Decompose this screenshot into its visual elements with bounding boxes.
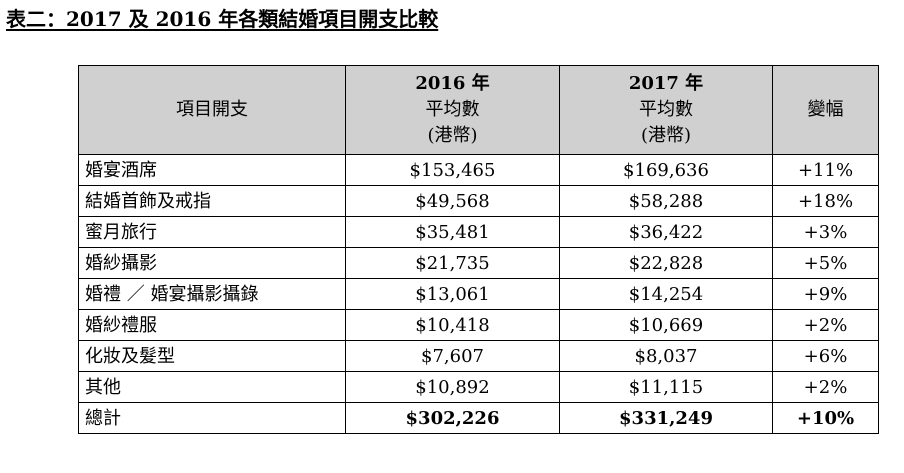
row-change: +3%	[772, 216, 879, 248]
table-row: 其他 $10,892 $11,115 +2%	[78, 371, 879, 403]
row-2016-value: $10,418	[345, 309, 560, 341]
row-2016-value: $21,735	[345, 247, 560, 279]
row-change: +5%	[772, 247, 879, 279]
table-row: 婚宴酒席 $153,465 $169,636 +11%	[78, 154, 879, 186]
header-2016-year: 2016 年	[415, 73, 490, 94]
table-row: 蜜月旅行 $35,481 $36,422 +3%	[78, 216, 879, 248]
row-item: 蜜月旅行	[78, 216, 346, 248]
header-2016: 2016 年 平均數 (港幣)	[345, 65, 560, 155]
row-item: 化妝及髮型	[78, 340, 346, 372]
row-change: +11%	[772, 154, 879, 186]
row-2017-value: $14,254	[559, 278, 773, 310]
row-2016-value: $7,607	[345, 340, 560, 372]
row-item: 婚紗攝影	[78, 247, 346, 279]
row-2017-value: $8,037	[559, 340, 773, 372]
row-2016-value: $13,061	[345, 278, 560, 310]
header-2017: 2017 年 平均數 (港幣)	[559, 65, 773, 155]
expense-comparison-table: 項目開支 2016 年 平均數 (港幣) 2017 年 平均數 (港幣) 變幅 …	[78, 65, 879, 434]
header-2017-line1: 平均數	[639, 99, 693, 120]
table-row: 婚禮 ／ 婚宴攝影攝錄 $13,061 $14,254 +9%	[78, 278, 879, 310]
row-2017-value: $11,115	[559, 371, 773, 403]
row-2016-value: $49,568	[345, 185, 560, 217]
header-2016-line1: 平均數	[425, 99, 480, 120]
total-row: 總計 $302,226 $331,249 +10%	[78, 402, 879, 434]
table-row: 化妝及髮型 $7,607 $8,037 +6%	[78, 340, 879, 372]
row-2016-value: $10,892	[345, 371, 560, 403]
table-row: 婚紗攝影 $21,735 $22,828 +5%	[78, 247, 879, 279]
row-2017-value: $22,828	[559, 247, 773, 279]
row-change: +2%	[772, 309, 879, 341]
total-change: +10%	[772, 402, 879, 434]
row-2017-value: $10,669	[559, 309, 773, 341]
header-change: 變幅	[772, 65, 879, 155]
row-2016-value: $153,465	[345, 154, 560, 186]
row-2017-value: $169,636	[559, 154, 773, 186]
row-item: 婚宴酒席	[78, 154, 346, 186]
row-change: +18%	[772, 185, 879, 217]
row-change: +2%	[772, 371, 879, 403]
row-item: 其他	[78, 371, 346, 403]
table-row: 婚紗禮服 $10,418 $10,669 +2%	[78, 309, 879, 341]
header-2017-line2: (港幣)	[640, 125, 692, 146]
total-2016-value: $302,226	[345, 402, 560, 434]
header-2017-year: 2017 年	[628, 73, 704, 94]
total-2017-value: $331,249	[559, 402, 773, 434]
row-item: 結婚首飾及戒指	[78, 185, 346, 217]
table-title: 表二：2017 及 2016 年各類結婚項目開支比較	[6, 7, 439, 31]
row-change: +9%	[772, 278, 879, 310]
row-item: 婚禮 ／ 婚宴攝影攝錄	[78, 278, 346, 310]
row-item: 婚紗禮服	[78, 309, 346, 341]
header-item: 項目開支	[78, 65, 346, 155]
table-row: 結婚首飾及戒指 $49,568 $58,288 +18%	[78, 185, 879, 217]
row-2017-value: $36,422	[559, 216, 773, 248]
row-2017-value: $58,288	[559, 185, 773, 217]
row-change: +6%	[772, 340, 879, 372]
row-2016-value: $35,481	[345, 216, 560, 248]
header-2016-line2: (港幣)	[427, 125, 478, 146]
table-header-row: 項目開支 2016 年 平均數 (港幣) 2017 年 平均數 (港幣) 變幅	[78, 65, 879, 155]
total-item: 總計	[78, 402, 346, 434]
